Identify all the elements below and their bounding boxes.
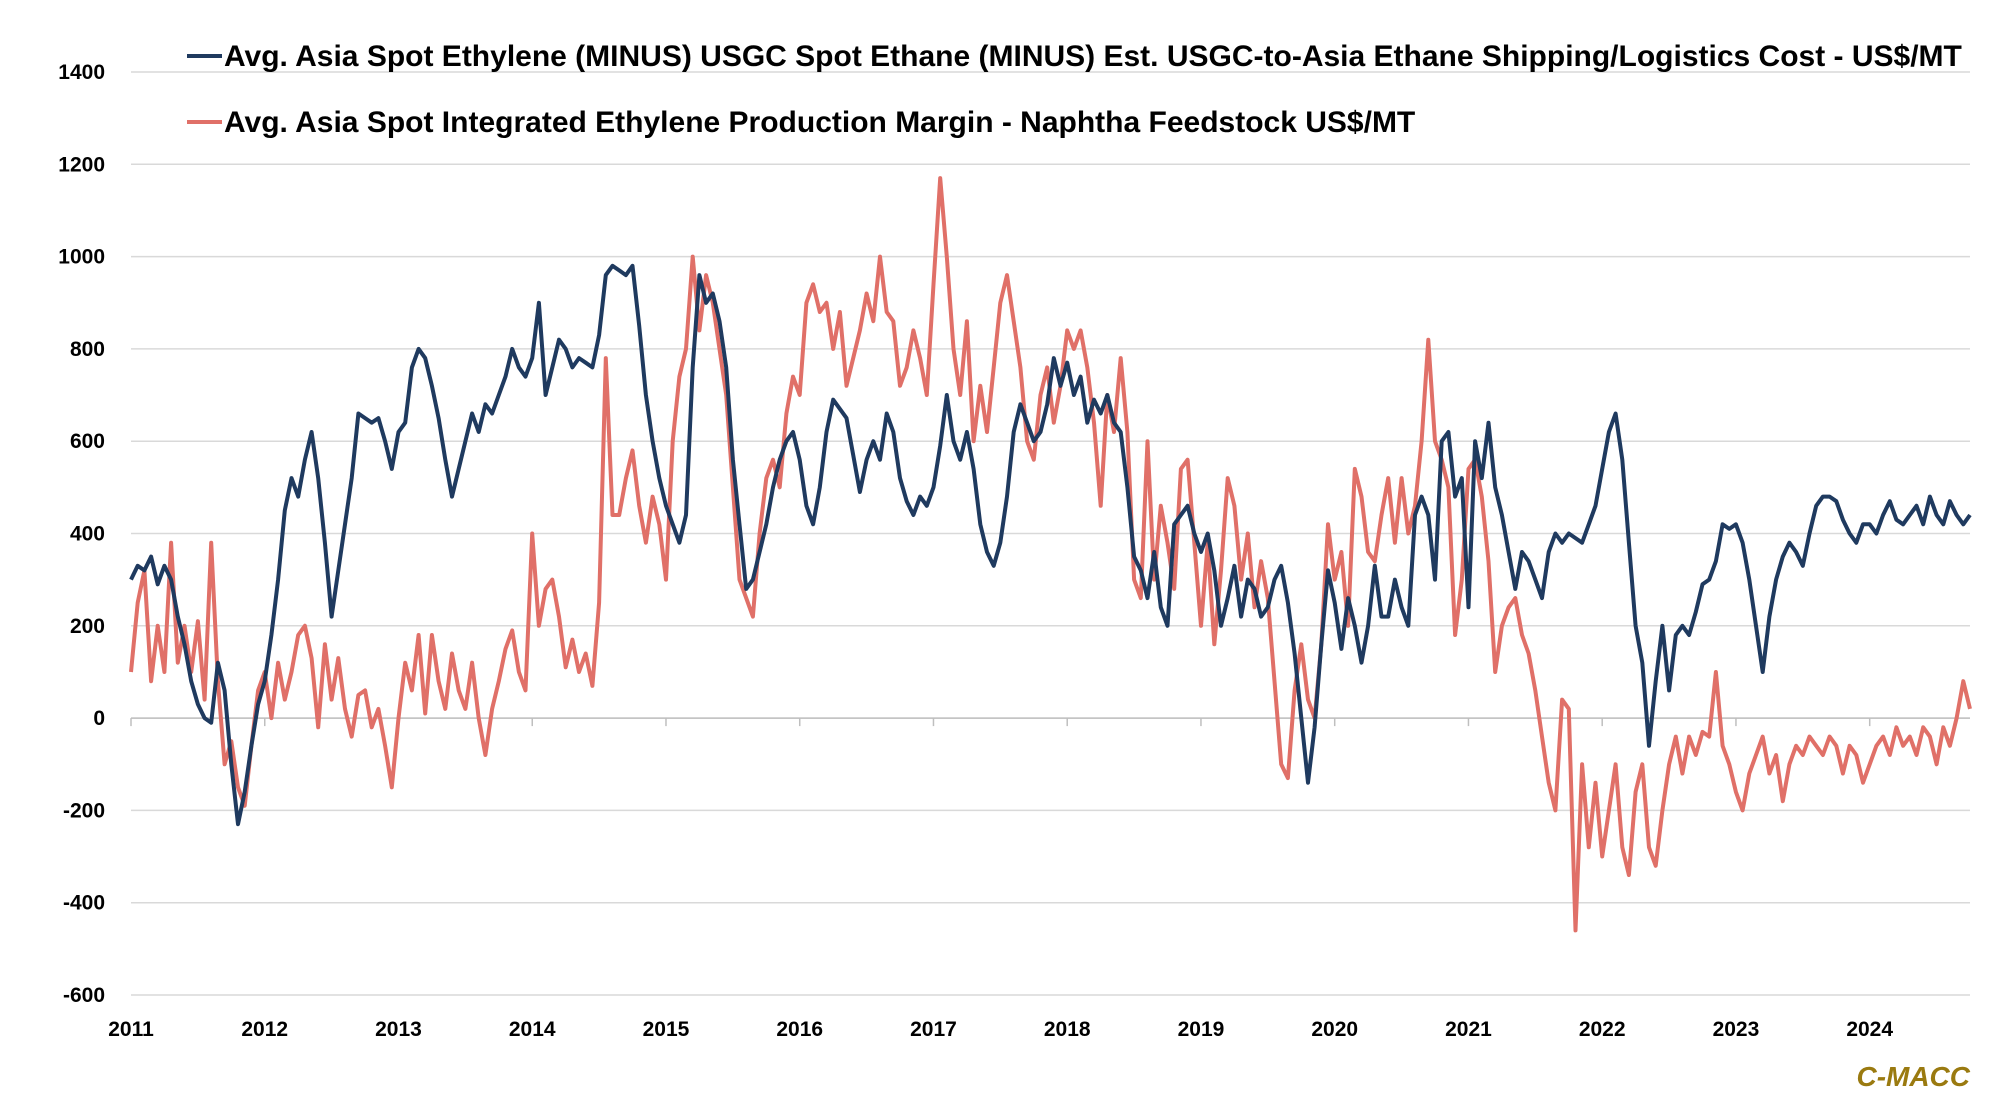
y-tick-label: 600 bbox=[70, 430, 105, 453]
series-lines bbox=[129, 176, 1972, 933]
x-tick-label: 2017 bbox=[910, 1018, 957, 1041]
x-tick-label: 2021 bbox=[1445, 1018, 1492, 1041]
x-tick-label: 2020 bbox=[1311, 1018, 1358, 1041]
brand-watermark: C-MACC bbox=[1856, 1061, 1970, 1092]
gridlines bbox=[131, 71, 1970, 996]
legend: Avg. Asia Spot Ethylene (MINUS) USGC Spo… bbox=[187, 40, 1962, 139]
legend-label-2: Avg. Asia Spot Integrated Ethylene Produ… bbox=[224, 106, 1415, 139]
x-tick-label: 2015 bbox=[643, 1018, 690, 1041]
x-axis: 2011 2012 2013 2014 2015 2016 2017 2018 2019 2020… bbox=[108, 718, 1893, 1041]
y-tick-label: 1200 bbox=[58, 153, 105, 176]
series-line-1 bbox=[129, 263, 1972, 827]
y-tick-label: -200 bbox=[63, 799, 105, 822]
x-tick-label: 2016 bbox=[776, 1018, 823, 1041]
y-tick-label: 200 bbox=[70, 615, 105, 638]
series-line-2 bbox=[129, 176, 1972, 933]
y-tick-label: 1400 bbox=[58, 61, 105, 84]
y-tick-label: -400 bbox=[63, 892, 105, 915]
y-tick-label: 0 bbox=[93, 707, 105, 730]
x-tick-label: 2012 bbox=[241, 1018, 288, 1041]
x-tick-label: 2018 bbox=[1044, 1018, 1091, 1041]
x-tick-label: 2023 bbox=[1713, 1018, 1760, 1041]
x-tick-label: 2019 bbox=[1178, 1018, 1225, 1041]
x-tick-label: 2011 bbox=[108, 1018, 154, 1041]
x-tick-label: 2022 bbox=[1579, 1018, 1626, 1041]
y-tick-label: 1000 bbox=[58, 246, 105, 269]
y-tick-label: 400 bbox=[70, 523, 105, 546]
x-tick-label: 2013 bbox=[375, 1018, 422, 1041]
y-tick-label: -600 bbox=[63, 984, 105, 1007]
y-tick-label: 800 bbox=[70, 338, 105, 361]
x-tick-label: 2014 bbox=[509, 1018, 556, 1041]
y-axis: 1400 1200 1000 800 600 400 200 0 -200 -400 -600 bbox=[58, 61, 105, 1007]
legend-label-1: Avg. Asia Spot Ethylene (MINUS) USGC Spo… bbox=[224, 40, 1962, 73]
x-tick-label: 2024 bbox=[1846, 1018, 1893, 1041]
